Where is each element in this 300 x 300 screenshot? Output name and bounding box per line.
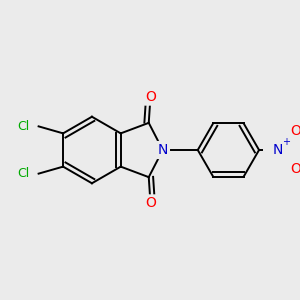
Text: O: O bbox=[290, 124, 300, 138]
Text: Cl: Cl bbox=[18, 120, 30, 133]
Text: O: O bbox=[145, 90, 156, 104]
Text: O: O bbox=[145, 196, 156, 210]
Text: O: O bbox=[290, 162, 300, 176]
Text: N: N bbox=[273, 143, 284, 157]
Text: Cl: Cl bbox=[18, 167, 30, 180]
Text: N: N bbox=[158, 143, 168, 157]
Text: +: + bbox=[282, 137, 290, 147]
